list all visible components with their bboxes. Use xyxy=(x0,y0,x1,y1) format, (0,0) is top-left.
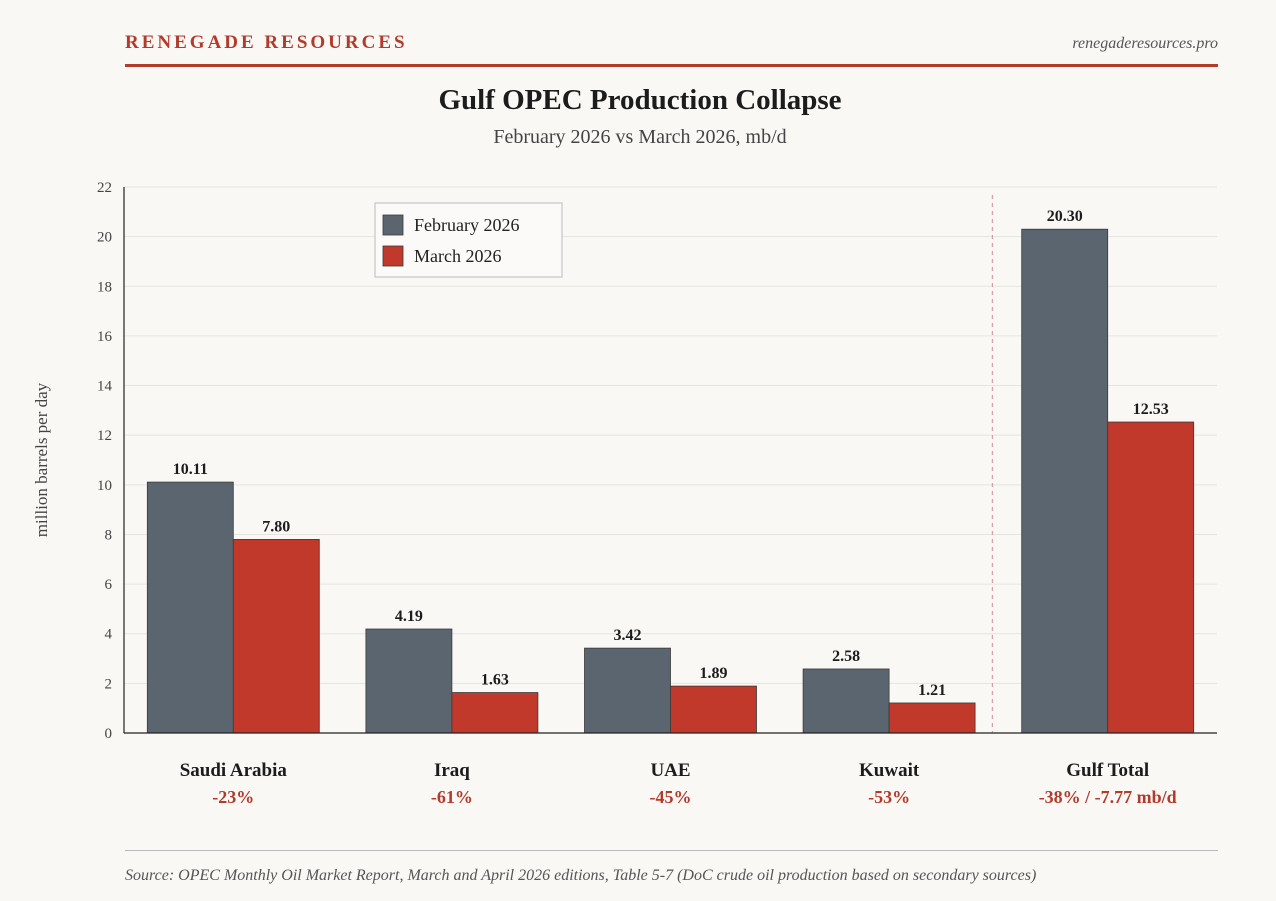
y-tick-label: 8 xyxy=(105,527,113,543)
data-label: 10.11 xyxy=(173,461,208,478)
legend-swatch xyxy=(382,245,404,267)
data-label: 2.58 xyxy=(832,648,860,665)
legend-swatch xyxy=(382,214,404,236)
bar[interactable] xyxy=(584,647,671,734)
y-tick-label: 16 xyxy=(97,329,113,345)
data-label: 12.53 xyxy=(1133,401,1169,418)
data-label: 20.30 xyxy=(1047,208,1083,225)
bar[interactable] xyxy=(888,702,976,734)
chart-title: Gulf OPEC Production Collapse xyxy=(438,84,842,116)
y-tick-label: 22 xyxy=(97,180,112,196)
bar[interactable] xyxy=(1021,228,1109,734)
x-category-label: Kuwait xyxy=(859,760,920,781)
site-url[interactable]: renegaderesources.pro xyxy=(1072,35,1218,52)
x-category-label: Iraq xyxy=(434,760,470,781)
bar[interactable] xyxy=(451,692,539,734)
x-category-change: -23% xyxy=(212,787,254,807)
chart-subtitle: February 2026 vs March 2026, mb/d xyxy=(493,126,787,148)
data-label: 1.89 xyxy=(700,665,728,682)
data-label: 7.80 xyxy=(262,518,290,535)
y-tick-label: 2 xyxy=(105,676,113,692)
y-tick-label: 0 xyxy=(105,726,113,742)
y-tick-label: 12 xyxy=(97,428,112,444)
bar[interactable] xyxy=(146,481,234,734)
data-label: 3.42 xyxy=(614,627,642,644)
footer-rule xyxy=(125,850,1218,851)
y-tick-label: 6 xyxy=(105,577,113,593)
data-label: 4.19 xyxy=(395,608,423,625)
y-tick-label: 20 xyxy=(97,230,112,246)
x-category-label: UAE xyxy=(650,760,690,781)
source-note: Source: OPEC Monthly Oil Market Report, … xyxy=(125,867,1037,884)
bar[interactable] xyxy=(365,628,453,734)
x-category-change: -38% / -7.77 mb/d xyxy=(1039,787,1177,807)
bar[interactable] xyxy=(670,685,757,734)
bar[interactable] xyxy=(232,539,320,734)
legend-box xyxy=(374,202,563,278)
data-label: 1.63 xyxy=(481,672,509,689)
y-tick-label: 18 xyxy=(97,279,112,295)
x-category-change: -53% xyxy=(868,787,910,807)
x-category-change: -61% xyxy=(431,787,473,807)
bar[interactable] xyxy=(1107,421,1195,734)
x-category-label: Gulf Total xyxy=(1066,760,1149,781)
data-label: 1.21 xyxy=(918,682,946,699)
legend-label: March 2026 xyxy=(414,246,501,266)
brand-name: RENEGADE RESOURCES xyxy=(125,32,408,53)
x-category-label: Saudi Arabia xyxy=(180,760,288,781)
y-tick-label: 14 xyxy=(97,379,113,395)
legend-label: February 2026 xyxy=(414,215,519,235)
y-tick-label: 10 xyxy=(97,478,112,494)
y-tick-label: 4 xyxy=(105,627,113,643)
header-rule xyxy=(125,64,1218,67)
y-axis-title: million barrels per day xyxy=(32,382,51,537)
bar[interactable] xyxy=(802,668,890,734)
x-category-change: -45% xyxy=(650,787,692,807)
